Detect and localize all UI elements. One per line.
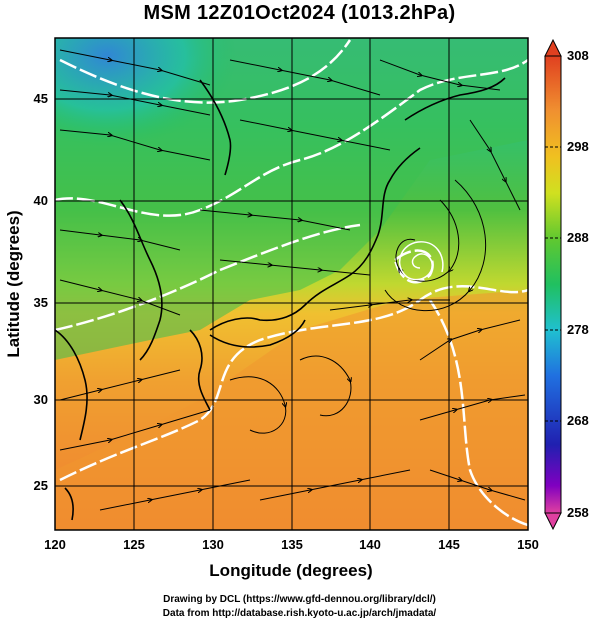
y-tick-35: 35 bbox=[34, 295, 48, 310]
plot-frame bbox=[54, 37, 529, 531]
y-axis-title: Latitude (degrees) bbox=[4, 210, 23, 357]
colorbar-bottom-triangle bbox=[544, 512, 562, 531]
x-tick-140: 140 bbox=[359, 537, 381, 552]
x-tick-135: 135 bbox=[281, 537, 303, 552]
x-tick-125: 125 bbox=[123, 537, 145, 552]
x-tick-120: 120 bbox=[44, 537, 66, 552]
colorbar-label-268: 268 bbox=[567, 413, 589, 428]
chart-title: MSM 12Z01Oct2024 (1013.2hPa) bbox=[143, 2, 456, 24]
credit-drawing: Drawing by DCL (https://www.gfd-dennou.o… bbox=[163, 594, 436, 605]
y-tick-40: 40 bbox=[34, 193, 48, 208]
colorbar-top-triangle bbox=[544, 38, 562, 57]
colorbar-label-288: 288 bbox=[567, 230, 589, 245]
colorbar-gradient bbox=[544, 55, 562, 514]
grid-lines bbox=[55, 38, 528, 530]
cyclone-spiral bbox=[398, 241, 444, 281]
colorbar-label-308: 308 bbox=[567, 48, 589, 63]
y-tick-25: 25 bbox=[34, 478, 48, 493]
colorbar: 308 298 288 278 268 258 bbox=[544, 38, 589, 531]
x-axis-title: Longitude (degrees) bbox=[209, 561, 372, 580]
coastlines bbox=[55, 77, 506, 521]
colorbar-label-278: 278 bbox=[567, 322, 589, 337]
x-tick-labels: 120 125 130 135 140 145 150 bbox=[44, 537, 539, 552]
colorbar-label-258: 258 bbox=[567, 505, 589, 520]
credit-data: Data from http://database.rish.kyoto-u.a… bbox=[162, 608, 437, 619]
y-tick-labels: 25 30 35 40 45 bbox=[34, 91, 48, 493]
y-tick-45: 45 bbox=[34, 91, 48, 106]
y-tick-30: 30 bbox=[34, 392, 48, 407]
streamlines bbox=[59, 49, 526, 511]
x-tick-145: 145 bbox=[438, 537, 460, 552]
colorbar-label-298: 298 bbox=[567, 139, 589, 154]
x-tick-130: 130 bbox=[202, 537, 224, 552]
x-tick-150: 150 bbox=[517, 537, 539, 552]
